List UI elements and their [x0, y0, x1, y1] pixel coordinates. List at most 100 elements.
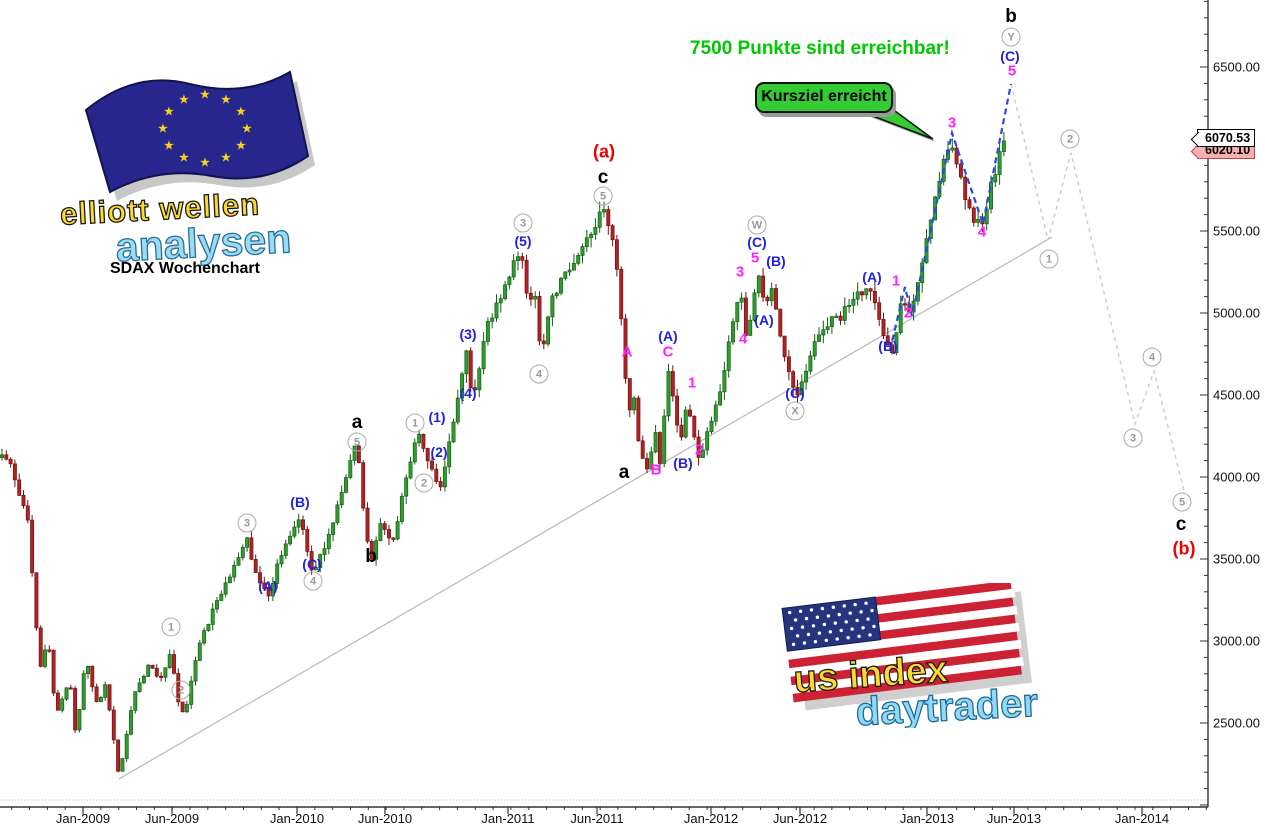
y-axis-label: 3500.00 [1213, 551, 1260, 567]
wave-label-black: b [1005, 6, 1017, 27]
star-icon: ★ [164, 106, 174, 118]
wave-label-blue: (B) [878, 338, 898, 354]
wave-label-circled: X [785, 401, 805, 421]
wave-label-circled: 5 [593, 186, 613, 206]
x-axis-label: Jan-2011 [481, 811, 535, 826]
x-axis-label: Jan-2009 [55, 811, 111, 826]
y-axis-label: 4500.00 [1213, 387, 1260, 403]
wave-label-circled: Y [1001, 27, 1021, 47]
x-axis-label: Jun-2012 [772, 811, 828, 826]
star-icon: ★ [242, 123, 252, 135]
logo-text-analysen: analysen [115, 215, 293, 268]
wave-label-blue: (C) [747, 234, 767, 250]
wave-label-magenta: 3 [947, 114, 957, 132]
wave-label-red: (a) [593, 141, 615, 162]
wave-label-blue: (B) [673, 455, 693, 471]
wave-label-blue: (2) [430, 444, 448, 460]
wave-label-magenta: 2 [694, 441, 704, 459]
wave-label-blue: (4) [459, 385, 477, 401]
us-index-daytrader-logo: us index daytrader [781, 583, 1040, 728]
us-flag-icon [781, 583, 1032, 711]
wave-label-black: a [618, 462, 630, 483]
wave-label-circled: W [747, 215, 767, 235]
wave-label-circled: 4 [1142, 347, 1162, 367]
x-axis-label: Jan-2014 [1114, 811, 1170, 826]
wave-label-black: c [1175, 514, 1187, 535]
y-axis-label: 2500.00 [1213, 715, 1260, 731]
wave-label-blue: (B) [766, 253, 786, 269]
chart-title: SDAX Wochenchart [110, 260, 260, 277]
wave-label-magenta: 2 [903, 304, 913, 322]
wave-label-blue: (A) [258, 578, 278, 594]
star-icon: ★ [236, 106, 246, 118]
y-axis-label: 5500.00 [1213, 223, 1260, 239]
y-axis-label: 6500.00 [1213, 59, 1260, 75]
wave-label-circled: 2 [1060, 129, 1080, 149]
wave-label-blue: (C) [302, 556, 322, 572]
wave-label-magenta: 5 [1007, 62, 1017, 80]
wave-label-circled: 5 [1172, 492, 1192, 512]
wave-label-magenta: A [621, 343, 633, 361]
x-axis-label: Jun-2013 [986, 811, 1042, 826]
wave-label-circled: 3 [237, 513, 257, 533]
wave-label-circled: 1 [405, 413, 425, 433]
wave-label-magenta: 4 [977, 223, 987, 241]
wave-label-magenta: 4 [738, 330, 748, 348]
wave-label-blue: (C) [1000, 48, 1020, 64]
star-icon: ★ [158, 123, 168, 135]
wave-label-circled: 5 [347, 432, 367, 452]
wave-label-blue: (A) [658, 328, 678, 344]
wave-label-red: (b) [1172, 538, 1196, 559]
star-icon: ★ [221, 152, 231, 164]
wave-label-magenta: C [662, 343, 674, 361]
wave-label-magenta: 3 [735, 263, 745, 281]
wave-label-magenta: 1 [891, 272, 901, 290]
star-icon: ★ [221, 94, 231, 106]
wave-label-circled: 1 [161, 617, 181, 637]
x-axis-label: Jan-2012 [683, 811, 739, 826]
wave-label-black: c [597, 167, 609, 188]
wave-label-circled: 3 [1123, 428, 1143, 448]
x-axis-label: Jun-2011 [570, 811, 624, 826]
last-price-value: 6070.53 [1205, 131, 1251, 145]
callout-box: Kursziel erreicht [755, 82, 893, 113]
wave-label-circled: 3 [513, 213, 533, 233]
wave-label-blue: (1) [428, 409, 446, 425]
y-axis-label: 3000.00 [1213, 633, 1260, 649]
wave-label-circled: 4 [303, 571, 323, 591]
wave-label-blue: (5) [514, 233, 532, 249]
announcement-text: 7500 Punkte sind erreichbar! [690, 38, 950, 59]
wave-label-circled: 2 [171, 680, 191, 700]
star-icon: ★ [164, 140, 174, 152]
logo-text-daytrader: daytrader [855, 681, 1039, 728]
eu-flag-icon: ★ ★ ★ ★ ★ ★ ★ ★ ★ ★ ★ ★ [84, 70, 315, 201]
y-axis-label: 5000.00 [1213, 305, 1260, 321]
x-axis-label: Jan-2010 [269, 811, 325, 826]
logo-text-us-index: us index [792, 649, 949, 702]
star-icon: ★ [200, 89, 210, 101]
wave-label-magenta: 1 [687, 374, 697, 392]
x-axis-label: Jun-2010 [357, 811, 413, 826]
wave-label-blue: (C) [785, 385, 805, 401]
star-icon: ★ [179, 94, 189, 106]
star-icon: ★ [236, 140, 246, 152]
wave-label-blue: (A) [862, 269, 882, 285]
star-icon: ★ [179, 152, 189, 164]
elliott-wellen-analysen-logo: ★★★★★★★★★ ★ ★★ elliott wellen analysen [59, 70, 315, 268]
wave-label-blue: (3) [459, 326, 477, 342]
wave-label-circled: 4 [529, 364, 549, 384]
y-axis-label: 4000.00 [1213, 469, 1260, 485]
wave-label-magenta: 5 [750, 249, 760, 267]
x-axis-label: Jan-2013 [899, 811, 955, 826]
wave-label-circled: 1 [1039, 249, 1059, 269]
wave-label-blue: (B) [290, 494, 310, 510]
wave-label-magenta: B [650, 461, 662, 479]
wave-label-circled: 2 [414, 473, 434, 493]
last-price-tag: 6070.53 [1190, 129, 1256, 147]
star-icon: ★ [200, 157, 210, 169]
wave-label-black: b [365, 546, 377, 567]
x-axis-label: Jun-2009 [144, 811, 200, 826]
wave-label-black: a [351, 412, 363, 433]
